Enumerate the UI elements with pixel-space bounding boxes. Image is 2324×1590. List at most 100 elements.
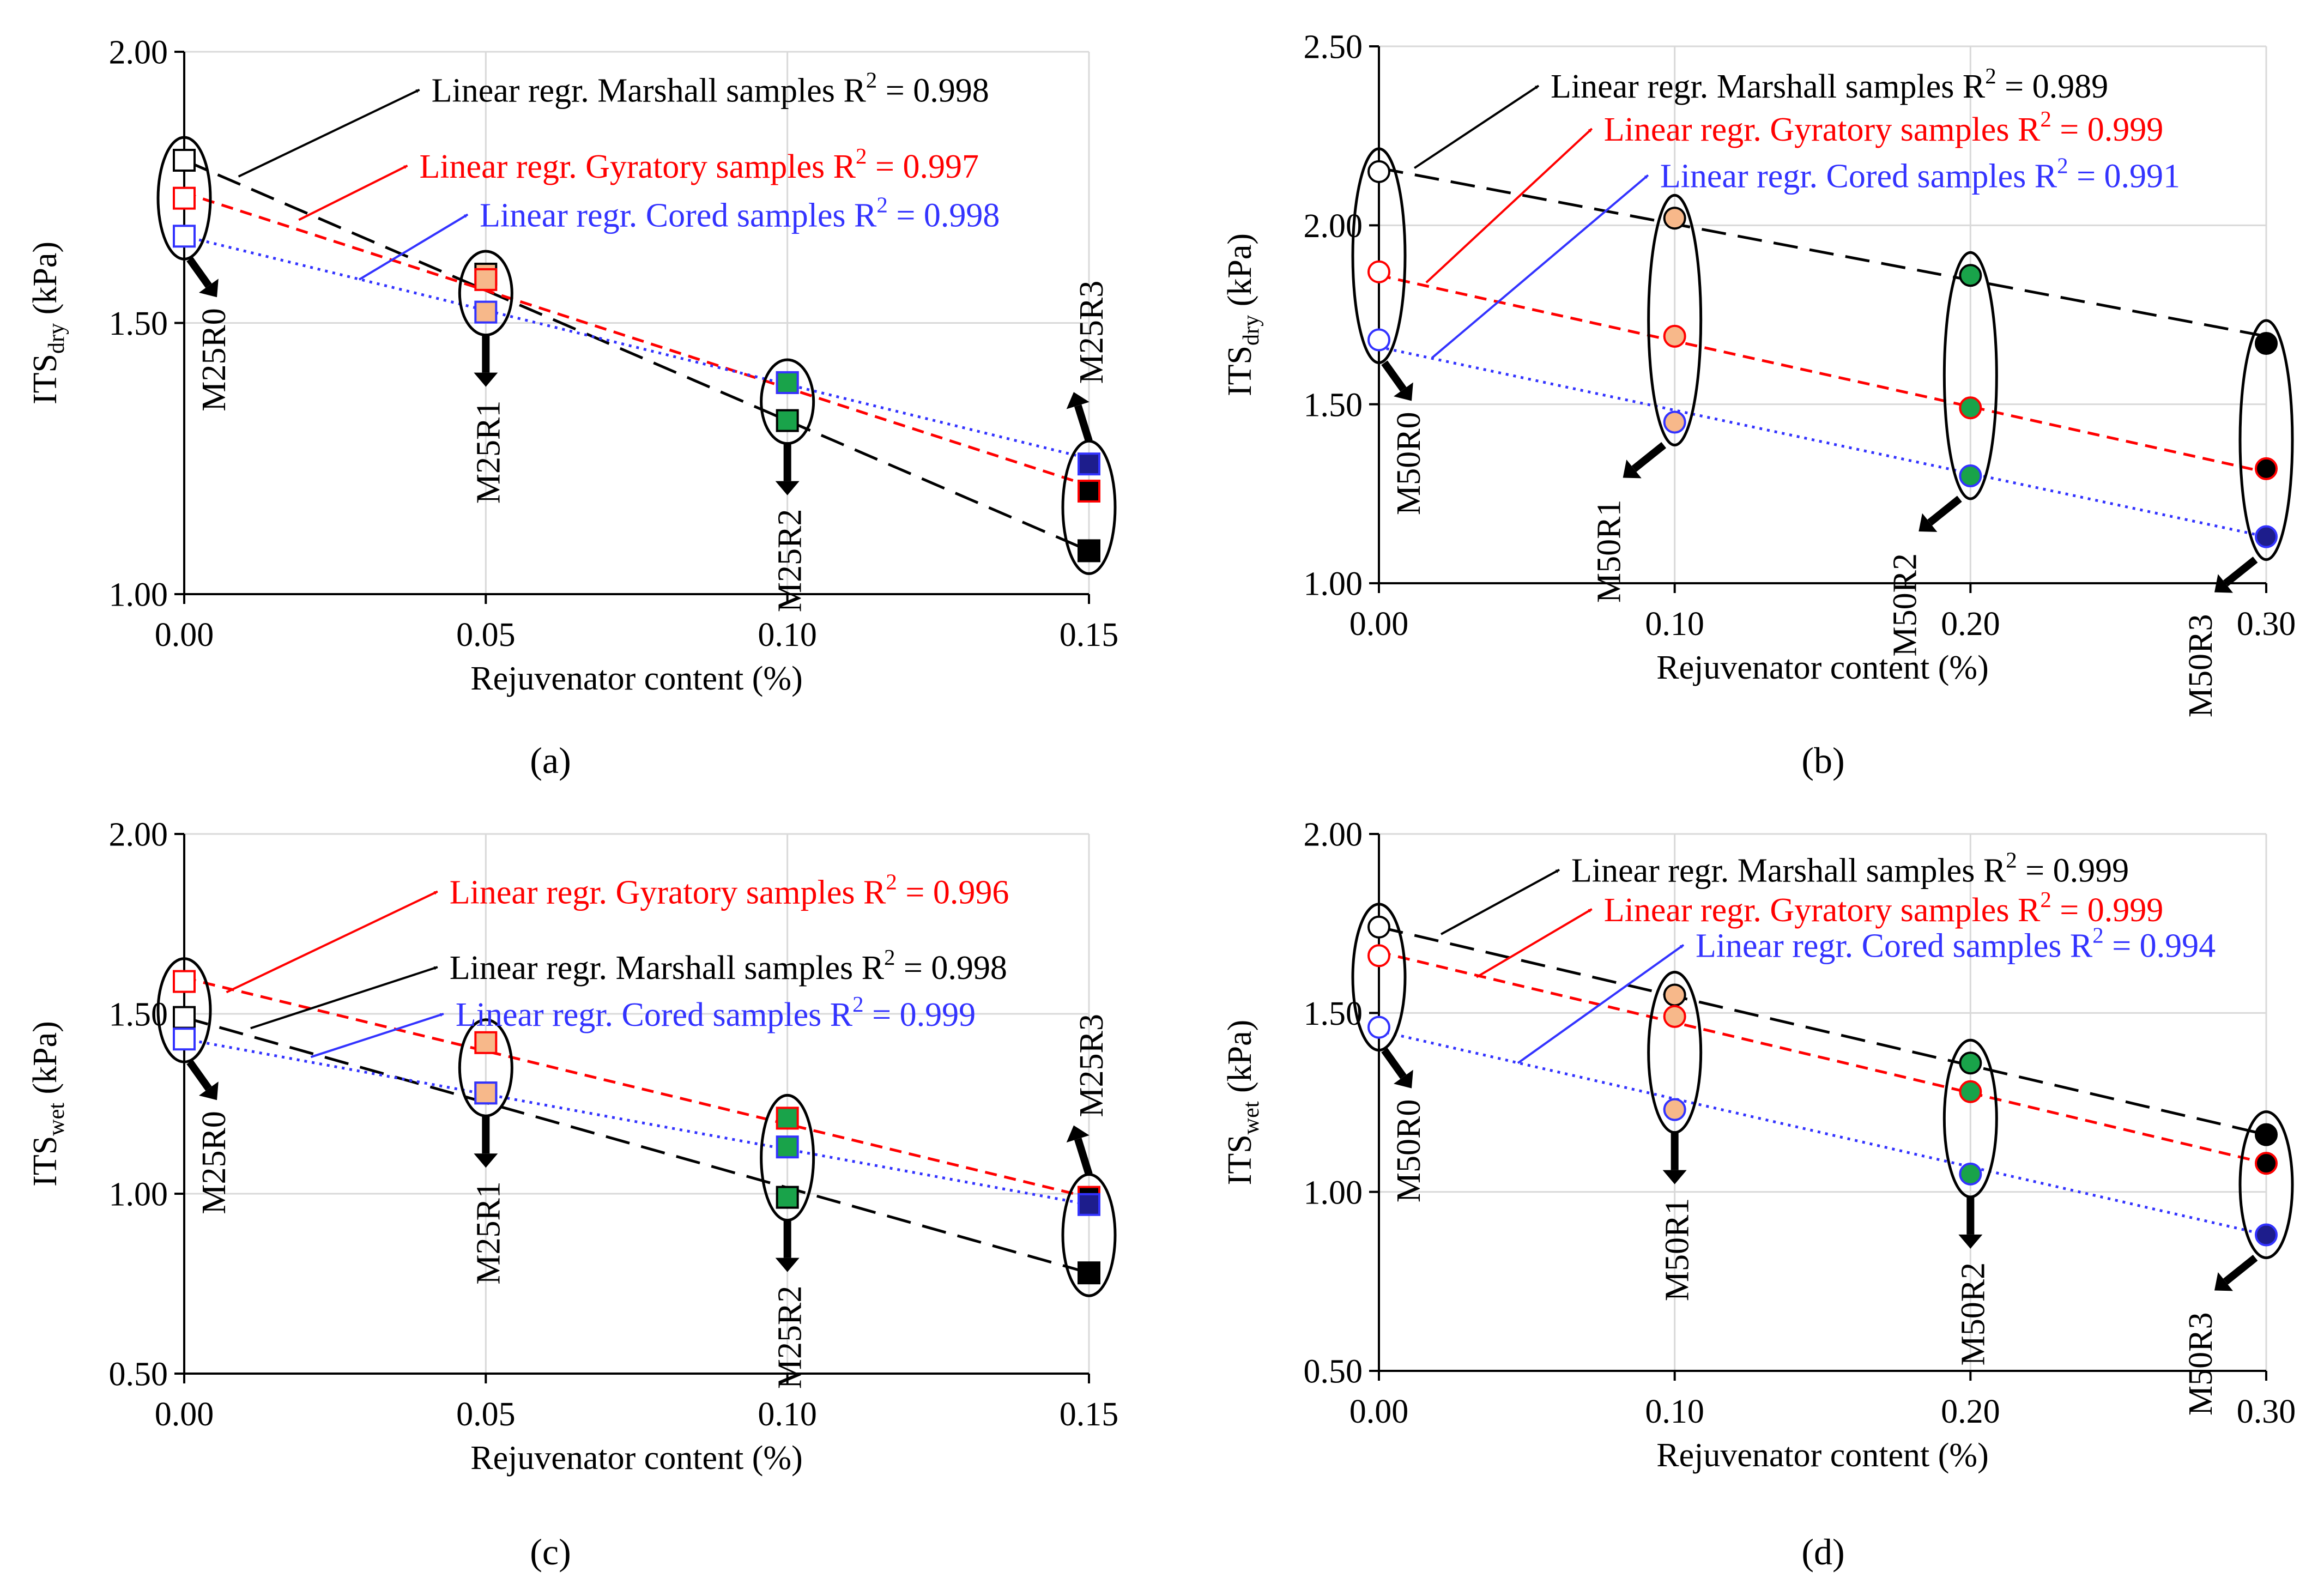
y-axis-label-subscript: dry <box>44 323 69 354</box>
annotation-marshall: Linear regr. Marshall samples R2 = 0.989 <box>1551 64 2108 105</box>
annotation-marshall: Linear regr. Marshall samples R2 = 0.998 <box>432 68 989 110</box>
x-tick-label: 0.00 <box>1349 1393 1409 1430</box>
data-point-marshall <box>2255 1123 2278 1146</box>
y-tick-label: 1.50 <box>1304 995 1363 1032</box>
mix-arrow-head <box>474 1153 498 1168</box>
annotation-text: Linear regr. Gyratory samples R <box>1604 111 2041 148</box>
y-tick-label: 1.50 <box>1304 386 1363 424</box>
annotation-equals: = <box>2017 853 2053 890</box>
annotation-equals: = <box>2104 928 2140 965</box>
data-point-cored <box>1663 410 1686 434</box>
regression-line-gyratory <box>184 191 1090 487</box>
data-point-cored <box>2255 1223 2278 1247</box>
data-point-cored <box>1078 1193 1100 1216</box>
mix-label: M25R0 <box>196 1111 233 1214</box>
mix-label: M50R1 <box>1591 500 1628 603</box>
data-point-gyratory <box>474 1031 498 1054</box>
y-tick-label: 1.50 <box>109 305 168 342</box>
annotation-text: Linear regr. Marshall samples R <box>1571 853 2006 890</box>
mix-arrow-head <box>775 1258 800 1272</box>
y-axis-label-subscript: dry <box>1238 315 1264 346</box>
mix-arrow-head <box>1662 1170 1687 1184</box>
annotation-r2-value: 0.999 <box>2053 853 2129 890</box>
annotation-arrow-cored <box>1517 944 1685 1064</box>
annotation-r2-value: 0.989 <box>2032 68 2109 105</box>
annotation-gyratory: Linear regr. Gyratory samples R2 = 0.999 <box>1604 887 2164 929</box>
mix-arrow-head <box>775 481 800 495</box>
x-tick-label: 0.00 <box>155 616 214 654</box>
annotation-r2-value: 0.994 <box>2140 928 2216 965</box>
mix-arrow <box>1074 1138 1093 1176</box>
panel-caption: (d) <box>1801 1531 1844 1573</box>
data-point-cored <box>474 1081 498 1105</box>
data-point-gyratory <box>1367 944 1390 968</box>
annotation-superscript: 2 <box>2040 887 2051 912</box>
y-tick-label: 2.50 <box>1304 29 1363 66</box>
data-point-marshall <box>1959 1051 1982 1075</box>
data-point-gyratory <box>474 268 498 291</box>
mix-arrow-head <box>2214 574 2234 593</box>
annotation-arrow-gyratory <box>1425 128 1593 283</box>
data-point-marshall <box>1663 983 1686 1007</box>
annotation-superscript: 2 <box>2006 848 2017 873</box>
y-axis-label-main: ITS <box>27 354 64 404</box>
regression-line-cored <box>184 1037 1090 1206</box>
annotation-equals: = <box>867 148 903 185</box>
x-tick-label: 0.15 <box>1060 616 1119 654</box>
annotation-text: Linear regr. Cored samples R <box>480 197 877 234</box>
mix-arrow-head <box>1066 392 1090 409</box>
annotation-arrow-cored <box>358 213 469 281</box>
data-point-cored <box>1663 1098 1686 1121</box>
mix-arrow-head <box>1623 460 1642 479</box>
y-tick-label: 1.00 <box>109 1176 168 1213</box>
mix-group-ellipse <box>1647 194 1703 446</box>
mix-arrow-head <box>198 279 219 298</box>
annotation-equals: = <box>2051 892 2087 929</box>
mix-arrow-head <box>1918 513 1938 532</box>
mix-label: M50R0 <box>1390 412 1427 515</box>
y-tick-label: 2.00 <box>109 34 168 71</box>
annotation-equals: = <box>1996 68 2032 105</box>
x-tick-label: 0.30 <box>2237 1393 2296 1430</box>
y-tick-label: 0.50 <box>1304 1353 1363 1391</box>
chart-panel-b: 1.001.502.002.500.00 0.10 0.20 0.30Rejuvena… <box>1221 29 2296 717</box>
x-tick-label: 0.30 <box>2237 606 2296 643</box>
y-axis-label-subscript: wet <box>44 1103 69 1136</box>
mix-label: M50R3 <box>2182 1312 2219 1415</box>
y-tick-label: 1.00 <box>1304 566 1363 603</box>
data-point-gyratory <box>173 970 196 993</box>
annotation-text: Linear regr. Cored samples R <box>1660 158 2057 195</box>
data-point-gyratory <box>173 186 196 210</box>
x-tick-label: 0.00 <box>1349 606 1409 643</box>
mix-arrow <box>186 257 212 288</box>
annotation-text: Linear regr. Cored samples R <box>1696 928 2093 965</box>
mix-arrow-head <box>198 1081 219 1101</box>
data-point-cored <box>776 1135 799 1159</box>
mix-arrow-head <box>2214 1272 2234 1291</box>
data-point-marshall <box>2255 332 2278 355</box>
x-tick-label: 0.05 <box>456 1396 516 1433</box>
annotation-equals: = <box>877 72 913 110</box>
mix-arrow <box>1631 442 1667 472</box>
annotation-cored: Linear regr. Cored samples R2 = 0.994 <box>1696 923 2216 965</box>
annotation-equals: = <box>888 197 924 234</box>
mix-label: M25R1 <box>470 401 507 504</box>
x-tick-label: 0.10 <box>1645 606 1704 643</box>
annotation-arrow-marshall <box>1441 868 1560 935</box>
annotation-text: Linear regr. Marshall samples R <box>450 950 885 987</box>
annotation-superscript: 2 <box>866 68 877 93</box>
mix-label: M50R0 <box>1390 1099 1427 1202</box>
annotation-equals: = <box>2051 111 2087 148</box>
panel-caption: (a) <box>530 740 571 781</box>
annotation-equals: = <box>864 996 900 1033</box>
annotation-arrow-gyratory <box>1476 908 1593 978</box>
annotation-arrow-cored <box>1431 174 1649 359</box>
y-axis-label-subscript: wet <box>1238 1101 1264 1134</box>
regression-line-marshall <box>184 159 1090 552</box>
annotation-marshall: Linear regr. Marshall samples R2 = 0.998 <box>450 945 1007 987</box>
data-point-cored <box>1959 464 1982 487</box>
mix-arrow-head <box>1393 1069 1413 1089</box>
annotation-arrow-cored <box>310 1013 444 1059</box>
data-point-marshall <box>1078 539 1100 563</box>
mix-arrow <box>1381 1048 1407 1079</box>
